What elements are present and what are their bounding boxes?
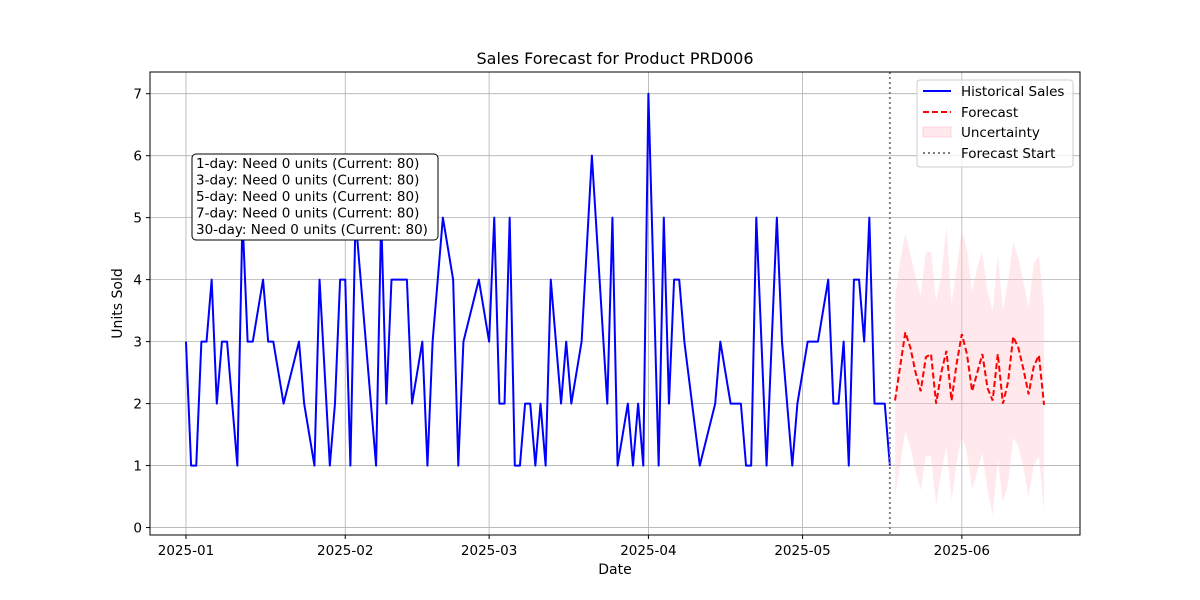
x-tick-label: 2025-01 xyxy=(158,543,214,559)
y-tick-label: 2 xyxy=(133,397,142,413)
y-axis-label: Units Sold xyxy=(110,268,126,338)
annotation-line: 7-day: Need 0 units (Current: 80) xyxy=(196,206,419,222)
x-tick-label: 2025-04 xyxy=(620,543,676,559)
legend-uncertainty-swatch xyxy=(922,126,952,138)
y-tick-label: 3 xyxy=(133,335,142,351)
annotation-line: 5-day: Need 0 units (Current: 80) xyxy=(196,189,419,205)
y-tick-label: 5 xyxy=(133,211,142,227)
legend-uncertainty-label: Uncertainty xyxy=(961,125,1040,141)
series-layer xyxy=(184,72,1046,535)
annotation-line: 3-day: Need 0 units (Current: 80) xyxy=(196,173,419,189)
reorder-annotation-box: 1-day: Need 0 units (Current: 80) 3-day:… xyxy=(191,153,439,241)
legend-historical-label: Historical Sales xyxy=(961,84,1064,100)
annotation-box xyxy=(191,153,439,241)
x-tick-label: 2025-06 xyxy=(934,543,990,559)
chart-title: Sales Forecast for Product PRD006 xyxy=(476,49,753,68)
x-tick-label: 2025-03 xyxy=(461,543,517,559)
legend-box xyxy=(916,79,1074,168)
historical-sales-line xyxy=(184,92,891,467)
y-tick-label: 0 xyxy=(133,521,142,537)
y-tick-label: 7 xyxy=(133,87,142,103)
legend-forecast-start-label: Forecast Start xyxy=(961,146,1055,162)
forecast-line xyxy=(894,332,1046,405)
plot-frame xyxy=(149,71,1081,536)
x-axis-label: Date xyxy=(598,562,631,578)
annotation-line: 30-day: Need 0 units (Current: 80) xyxy=(196,222,428,238)
annotation-line: 1-day: Need 0 units (Current: 80) xyxy=(196,156,419,172)
y-tick-label: 4 xyxy=(133,273,142,289)
axis-ticks: 2025-01 2025-02 2025-03 2025-04 2025-05 2025-… xyxy=(133,87,990,559)
legend-forecast-label: Forecast xyxy=(961,105,1018,121)
y-tick-label: 1 xyxy=(133,459,142,475)
x-tick-label: 2025-05 xyxy=(774,543,830,559)
y-tick-label: 6 xyxy=(133,149,142,165)
legend: Historical Sales Forecast Uncertainty Fo… xyxy=(916,79,1074,168)
x-tick-label: 2025-02 xyxy=(317,543,373,559)
